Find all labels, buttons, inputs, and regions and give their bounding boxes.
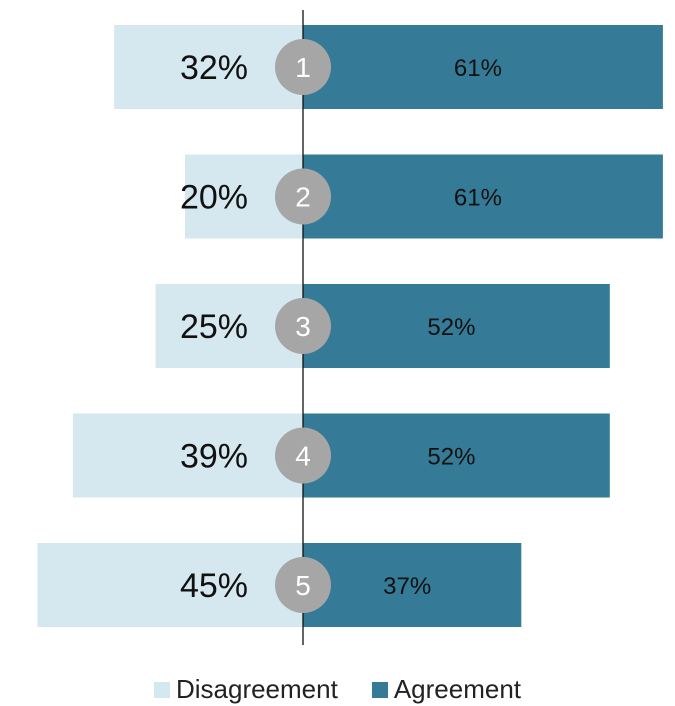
disagreement-bar-1: [114, 25, 303, 109]
diverging-bar-chart: 32% 61% 20% 61% 25% 52% 39% 52% 45% 37% 1 2 3 4 5: [37, 10, 663, 645]
legend: Disagreement Agreement: [0, 674, 675, 705]
agreement-value-label-5: 37%: [383, 573, 431, 600]
disagreement-value-label-4: 39%: [180, 438, 248, 476]
category-label-4: 4: [295, 441, 311, 472]
disagreement-value-label-5: 45%: [180, 567, 248, 605]
legend-swatch-disagreement: [153, 681, 170, 698]
agreement-value-label-4: 52%: [427, 444, 475, 471]
legend-item-disagreement: Disagreement: [153, 674, 338, 705]
legend-label-agreement: Agreement: [393, 674, 522, 704]
category-label-2: 2: [295, 182, 311, 213]
category-badge-2: [275, 168, 331, 225]
category-badge-4: [275, 427, 331, 484]
category-badge-5: [275, 557, 331, 613]
category-label-5: 5: [295, 570, 311, 601]
agreement-bar-1: [303, 25, 663, 109]
legend-label-disagreement: Disagreement: [175, 674, 338, 704]
disagreement-bar-4: [72, 413, 304, 498]
agreement-value-label-2: 61%: [454, 185, 502, 212]
legend-swatch-agreement: [371, 681, 388, 698]
disagreement-value-label-2: 20%: [180, 179, 248, 217]
category-badge-1: [275, 39, 331, 95]
agreement-value-label-1: 61%: [454, 55, 502, 82]
category-label-3: 3: [295, 311, 311, 342]
agreement-bar-2: [303, 154, 663, 239]
agreement-bar-3: [303, 284, 610, 368]
category-label-1: 1: [295, 52, 311, 83]
disagreement-bar-5: [37, 543, 303, 627]
agreement-bar-4: [303, 413, 610, 498]
category-badge-3: [275, 298, 331, 354]
agreement-value-label-3: 52%: [427, 314, 475, 341]
legend-item-agreement: Agreement: [371, 674, 522, 705]
agreement-bar-5: [303, 543, 522, 627]
disagreement-value-label-1: 32%: [180, 49, 248, 87]
disagreement-value-label-3: 25%: [180, 308, 248, 346]
